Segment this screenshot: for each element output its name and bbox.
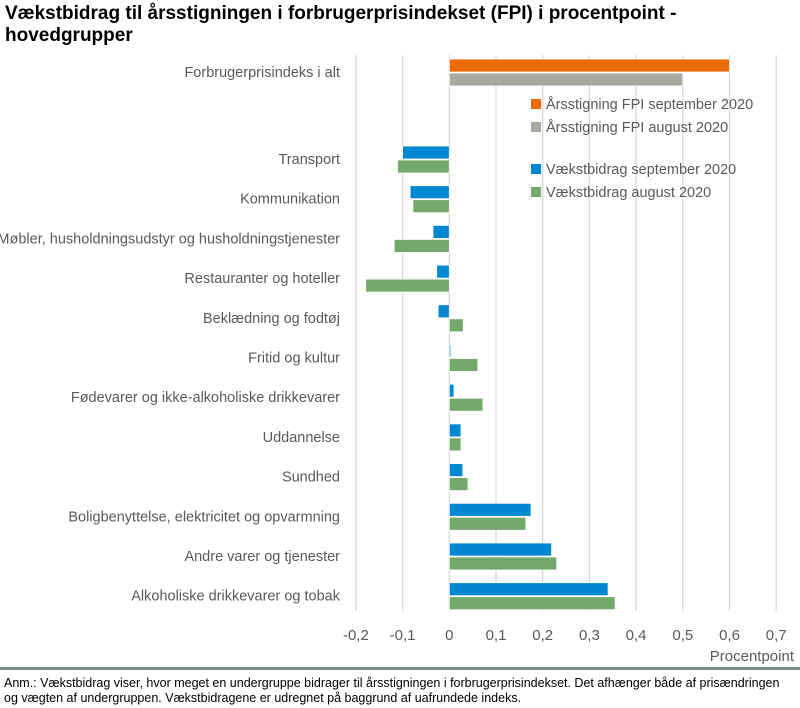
- bar-september: [436, 264, 450, 279]
- bar-august: [448, 397, 484, 412]
- category-label: Uddannelse: [263, 430, 340, 446]
- x-tick-label: 0: [445, 627, 453, 644]
- note-divider: [0, 667, 800, 670]
- x-tick-label: 0,6: [719, 627, 740, 644]
- category-label: Forbrugerprisindeks i alt: [184, 65, 340, 81]
- x-tick-label: 0,5: [672, 627, 693, 644]
- bar-september: [448, 463, 464, 478]
- bar-chart: -0,2 -0,1 0 0,1 0,2 0,3 0,4 0,5 0,6 0,7 Procentpoi…: [0, 55, 795, 665]
- x-tick-label: -0,1: [390, 627, 416, 644]
- bar-august: [448, 318, 464, 333]
- bar-september: [448, 542, 552, 557]
- bar-september: [448, 423, 462, 438]
- category-label: Alkoholiske drikkevarer og tobak: [131, 589, 340, 605]
- x-tick-label: 0,2: [532, 627, 553, 644]
- bar-september: [402, 145, 450, 160]
- bar-fpi-september: [448, 58, 730, 73]
- bar-september: [437, 304, 450, 319]
- x-tick-label: 0,7: [766, 627, 787, 644]
- category-label: Beklædning og fodtøj: [203, 311, 340, 327]
- x-axis-label: Procentpoint: [710, 648, 795, 665]
- bar-august: [448, 516, 527, 531]
- category-label: Andre varer og tjenester: [184, 549, 340, 565]
- bar-august: [412, 199, 450, 214]
- bar-september: [409, 185, 450, 200]
- bar-august: [448, 556, 558, 571]
- legend-swatch: [531, 164, 541, 174]
- bar-august: [448, 437, 462, 452]
- category-label: Fritid og kultur: [248, 351, 340, 367]
- category-label: Møbler, husholdningsudstyr og husholdnin…: [0, 231, 340, 247]
- bar-august: [365, 278, 450, 293]
- bar-august: [448, 596, 616, 611]
- legend-label: Vækstbidrag august 2020: [546, 185, 711, 201]
- bar-september: [448, 582, 609, 597]
- x-tick-label: -0,2: [343, 627, 369, 644]
- category-label: Transport: [278, 152, 340, 168]
- bar-august: [397, 159, 450, 174]
- legend-label: Vækstbidrag september 2020: [546, 162, 736, 178]
- bar-fpi-august: [448, 72, 684, 87]
- bar-september: [448, 502, 532, 517]
- legend-label: Årsstigning FPI august 2020: [546, 119, 728, 136]
- bar-september: [448, 344, 452, 358]
- legend-swatch: [531, 122, 541, 132]
- category-label: Restauranter og hoteller: [184, 271, 340, 287]
- x-tick-label: 0,3: [579, 627, 600, 644]
- chart-note: Anm.: Vækstbidrag viser, hvor meget en u…: [4, 676, 780, 705]
- legend-swatch: [531, 99, 541, 109]
- bar-august: [448, 477, 469, 492]
- category-label: Fødevarer og ikke-alkoholiske drikkevare…: [71, 390, 340, 406]
- bar-september: [432, 224, 450, 239]
- category-label: Sundhed: [282, 470, 340, 486]
- bar-september: [448, 383, 455, 398]
- category-label: Boligbenyttelse, elektricitet og opvarmn…: [68, 509, 340, 525]
- bar-august: [393, 238, 450, 253]
- x-tick-label: 0,4: [626, 627, 647, 644]
- category-label: Kommunikation: [240, 192, 340, 208]
- legend-label: Årsstigning FPI september 2020: [546, 96, 753, 113]
- bar-august: [448, 358, 479, 372]
- x-tick-label: 0,1: [486, 627, 507, 644]
- legend-swatch: [531, 187, 541, 197]
- chart-title: Vækstbidrag til årsstigningen i forbruge…: [5, 3, 677, 46]
